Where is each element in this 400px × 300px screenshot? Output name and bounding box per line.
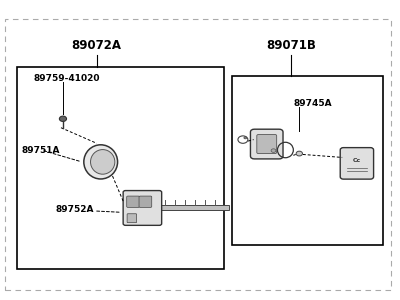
Bar [159, 205, 229, 210]
Text: Cc: Cc [353, 158, 361, 164]
FancyBboxPatch shape [127, 196, 140, 207]
Text: 89752A: 89752A [55, 205, 94, 214]
Text: 89745A: 89745A [293, 99, 332, 108]
FancyBboxPatch shape [250, 129, 283, 159]
Bar [17, 67, 224, 269]
Ellipse shape [90, 150, 115, 174]
Ellipse shape [296, 151, 302, 156]
Ellipse shape [59, 116, 66, 122]
Bar [232, 76, 383, 245]
Text: 89751A: 89751A [21, 146, 60, 154]
FancyBboxPatch shape [139, 196, 152, 207]
Ellipse shape [244, 137, 247, 139]
Text: 89072A: 89072A [72, 39, 122, 52]
FancyBboxPatch shape [257, 134, 277, 154]
Ellipse shape [271, 149, 276, 152]
FancyBboxPatch shape [123, 190, 162, 225]
FancyBboxPatch shape [340, 148, 374, 179]
FancyBboxPatch shape [127, 214, 137, 223]
Ellipse shape [84, 145, 118, 179]
Text: 89071B: 89071B [266, 39, 316, 52]
Text: 89759-41020: 89759-41020 [33, 74, 100, 83]
